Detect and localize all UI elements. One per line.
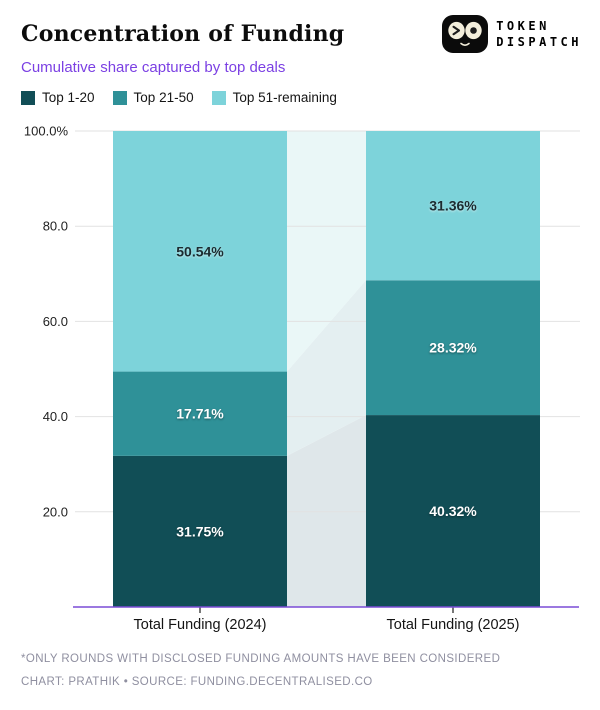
- y-axis-tick-label: 20.0: [43, 504, 68, 519]
- footer-note: *ONLY ROUNDS WITH DISCLOSED FUNDING AMOU…: [21, 653, 501, 665]
- legend-swatch-icon: [112, 90, 127, 105]
- legend-label: Top 21-50: [133, 90, 194, 105]
- y-axis-tick-label: 40.0: [43, 409, 68, 424]
- logo-line1: TOKEN: [496, 18, 550, 33]
- legend-item: Top 21-50: [112, 90, 194, 105]
- segment-value-label: 17.71%: [176, 406, 224, 422]
- x-axis-label: Total Funding (2024): [134, 617, 267, 633]
- connector-band: [287, 415, 366, 607]
- logo-text: TOKEN DISPATCH: [496, 20, 582, 48]
- segment-value-label: 28.32%: [429, 340, 477, 356]
- logo-face-icon: [442, 15, 489, 53]
- token-dispatch-logo: TOKEN DISPATCH: [442, 15, 582, 53]
- connector-band: [287, 131, 366, 372]
- segment-value-label: 40.32%: [429, 503, 477, 519]
- bar-segment: [113, 371, 287, 456]
- y-axis-tick-label: 80.0: [43, 219, 68, 234]
- chart-legend: Top 1-20 Top 21-50 Top 51-remaining: [21, 90, 344, 105]
- chart-header: Concentration of Funding Cumulative shar…: [21, 22, 344, 105]
- page-title: Concentration of Funding: [21, 21, 345, 47]
- logo-line2: DISPATCH: [496, 34, 582, 49]
- connector-band: [287, 280, 366, 456]
- bar-segment: [366, 280, 540, 416]
- bar-segment: [366, 415, 540, 607]
- legend-label: Top 51-remaining: [232, 90, 337, 105]
- funding-chart: 31.75% 17.71% 50.54% Total Funding (2024) 40…: [24, 124, 580, 633]
- bar-segment: [366, 131, 540, 281]
- bar-segment: [113, 131, 287, 372]
- legend-swatch-icon: [211, 90, 226, 105]
- x-axis-label: Total Funding (2025): [387, 617, 520, 633]
- chart-subtitle: Cumulative share captured by top deals: [21, 59, 286, 76]
- footer-credit: CHART: PRATHIK • SOURCE: FUNDING.DECENTR…: [21, 676, 373, 688]
- segment-value-label: 31.36%: [429, 198, 477, 214]
- segment-value-label: 31.75%: [176, 523, 224, 539]
- legend-label: Top 1-20: [42, 90, 95, 105]
- legend-item: Top 1-20: [21, 90, 95, 105]
- y-axis-tick-label: 60.0: [43, 314, 68, 329]
- segment-value-label: 50.54%: [176, 243, 224, 259]
- legend-item: Top 51-remaining: [211, 90, 337, 105]
- legend-swatch-icon: [21, 90, 35, 105]
- bar-segment: [113, 455, 287, 607]
- y-axis-tick-label: 100.0%: [24, 124, 69, 139]
